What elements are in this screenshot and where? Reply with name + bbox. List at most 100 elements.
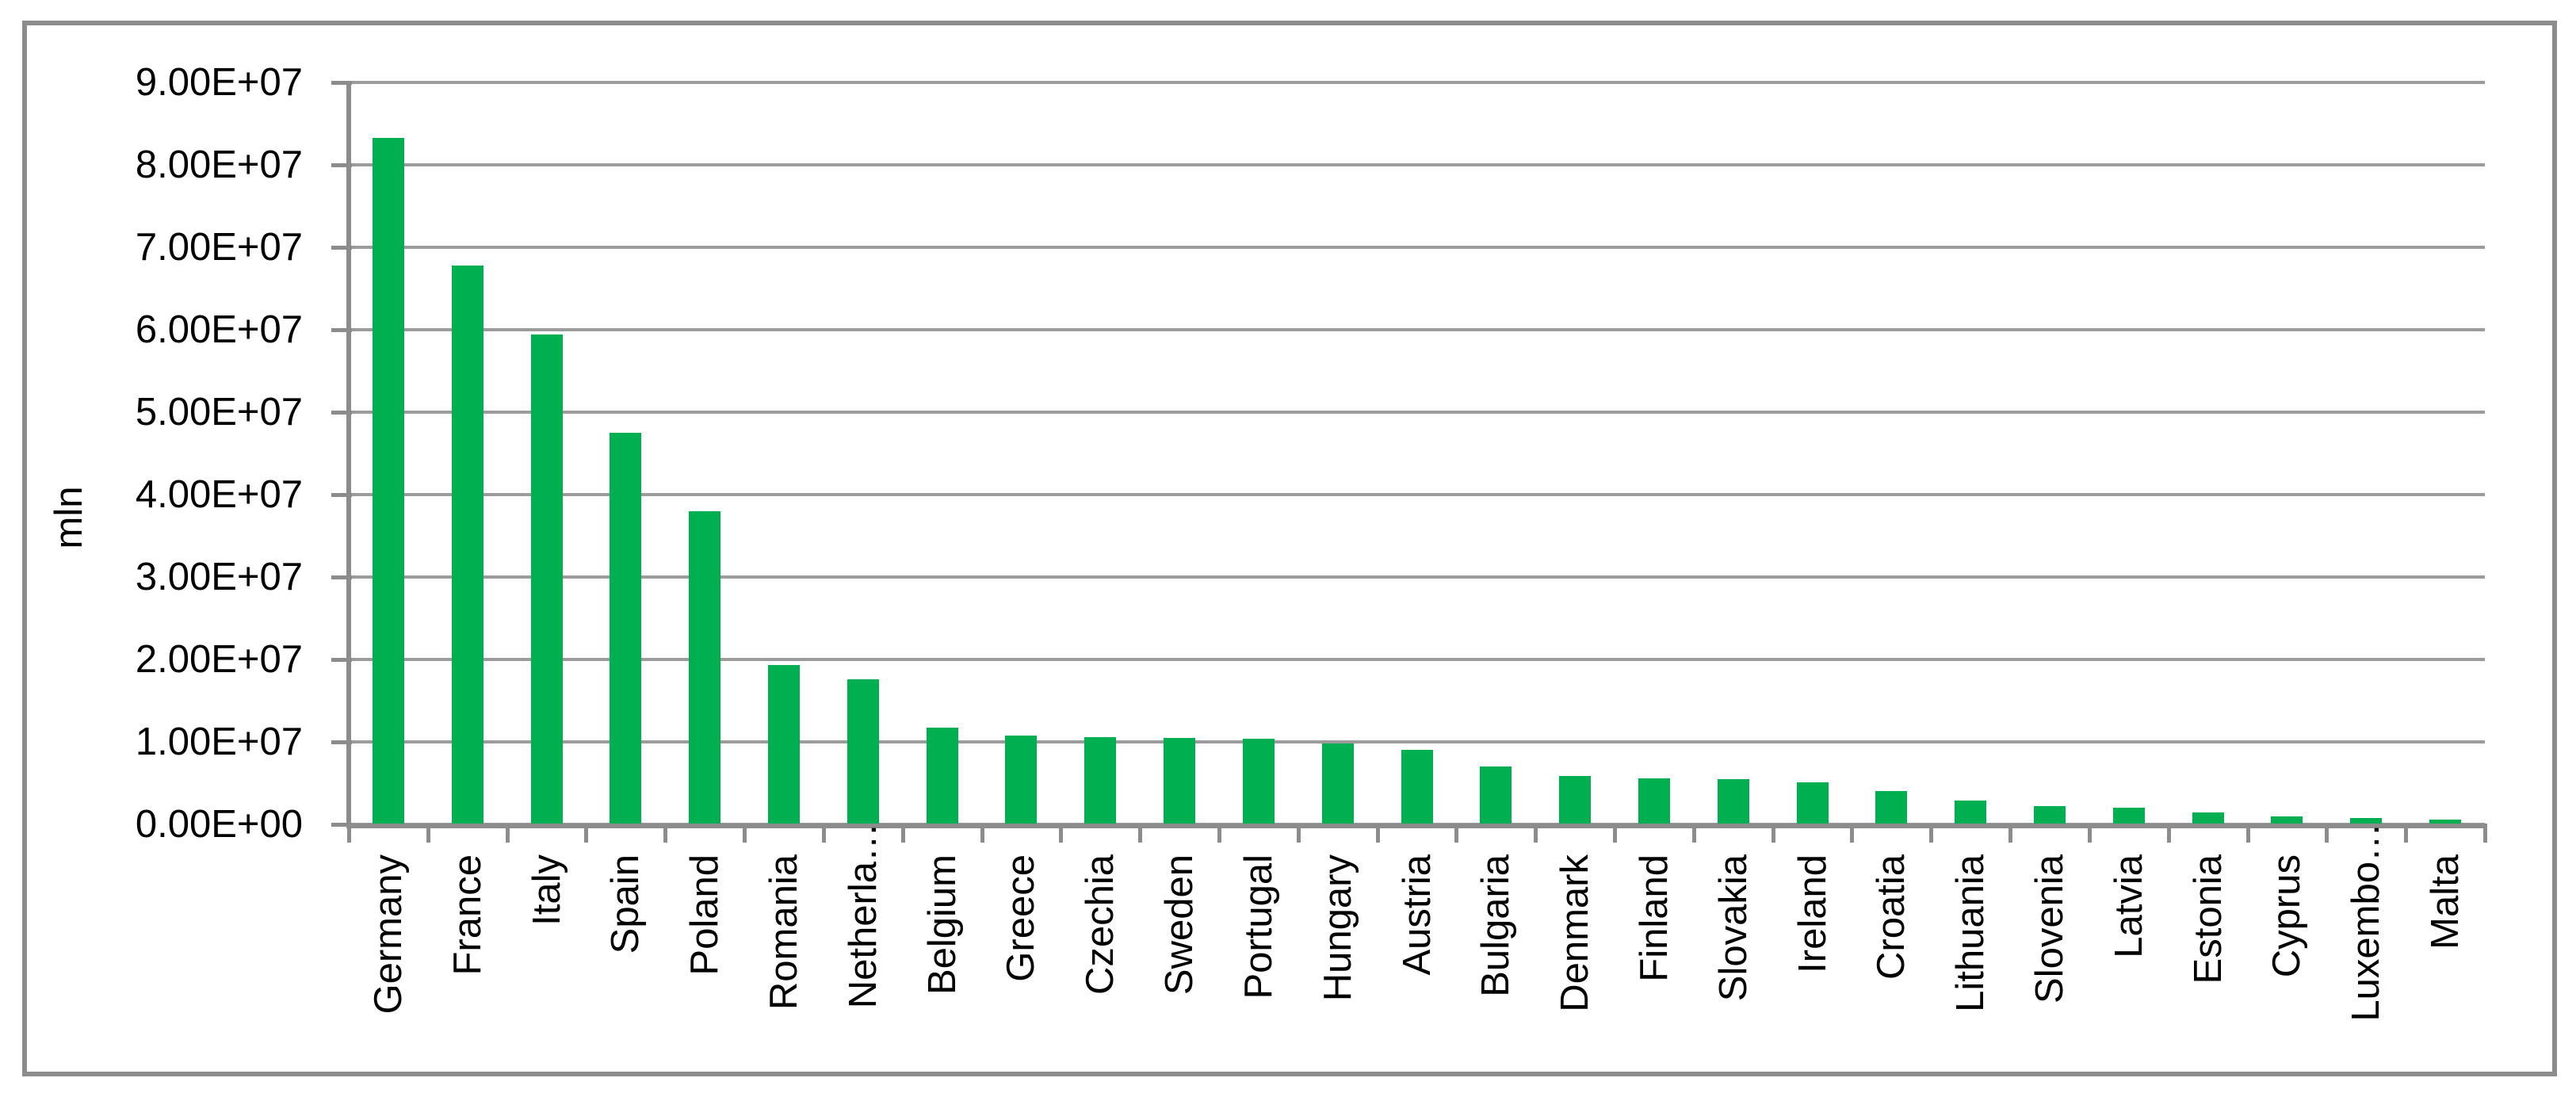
x-axis-tick xyxy=(584,828,588,843)
y-gridline xyxy=(349,575,2485,579)
bar-slovakia xyxy=(1718,779,1749,824)
y-tick-label: 0.00E+00 xyxy=(135,803,303,846)
x-axis-tick xyxy=(506,828,510,843)
x-axis-tick xyxy=(1771,828,1775,843)
x-axis-tick xyxy=(2404,828,2408,843)
bar-portugal xyxy=(1243,739,1275,824)
x-axis-tick xyxy=(1454,828,1458,843)
x-axis-tick xyxy=(1613,828,1617,843)
x-tick-label: Italy xyxy=(526,854,568,926)
y-axis-tick xyxy=(331,246,352,250)
x-axis-tick xyxy=(1376,828,1380,843)
bar-spain xyxy=(610,433,641,824)
x-tick-label: Denmark xyxy=(1554,854,1596,1012)
bar-bulgaria xyxy=(1480,766,1512,824)
y-axis-tick xyxy=(331,328,352,332)
x-axis-line xyxy=(346,824,2487,828)
x-axis-tick xyxy=(426,828,430,843)
bar-netherla xyxy=(847,679,879,824)
bar-czechia xyxy=(1084,737,1116,824)
x-tick-label: Malta xyxy=(2424,854,2467,950)
x-tick-label: Luxembo… xyxy=(2345,823,2387,1022)
y-axis-line xyxy=(346,81,351,828)
x-tick-label: Estonia xyxy=(2187,854,2230,984)
bar-hungary xyxy=(1322,743,1354,824)
bar-lithuania xyxy=(1955,801,1986,824)
y-axis-tick xyxy=(331,163,352,167)
x-axis-tick xyxy=(2325,828,2329,843)
x-axis-tick xyxy=(1692,828,1696,843)
y-tick-label: 6.00E+07 xyxy=(135,308,303,351)
bar-poland xyxy=(689,511,720,824)
chart-border-frame xyxy=(22,21,2557,1076)
x-tick-label: Cyprus xyxy=(2265,854,2308,978)
bar-austria xyxy=(1401,750,1433,824)
y-axis-tick xyxy=(331,823,352,827)
x-tick-label: Croatia xyxy=(1870,854,1913,980)
x-axis-tick xyxy=(663,828,667,843)
x-tick-label: Latvia xyxy=(2108,854,2150,958)
x-axis-tick xyxy=(2088,828,2092,843)
y-gridline xyxy=(349,493,2485,496)
y-tick-label: 1.00E+07 xyxy=(135,721,303,763)
x-tick-label: Bulgaria xyxy=(1474,854,1517,997)
y-tick-label: 3.00E+07 xyxy=(135,556,303,598)
y-axis-tick xyxy=(331,740,352,744)
bar-romania xyxy=(768,665,800,824)
x-axis-tick xyxy=(980,828,984,843)
x-tick-label: France xyxy=(446,854,489,976)
bar-cyprus xyxy=(2271,816,2303,824)
bar-malta xyxy=(2429,820,2461,824)
y-axis-tick xyxy=(331,81,352,85)
bar-greece xyxy=(1005,736,1037,824)
bar-belgium xyxy=(927,728,958,824)
y-axis-tick xyxy=(331,658,352,662)
bar-italy xyxy=(531,334,563,824)
x-tick-label: Belgium xyxy=(921,854,964,996)
bar-sweden xyxy=(1164,738,1195,824)
y-gridline xyxy=(349,411,2485,414)
bar-france xyxy=(452,266,483,824)
x-axis-tick xyxy=(822,828,826,843)
x-tick-label: Austria xyxy=(1396,854,1439,976)
y-gridline xyxy=(349,328,2485,331)
x-axis-tick xyxy=(1138,828,1142,843)
x-axis-tick xyxy=(1850,828,1854,843)
x-axis-tick xyxy=(1297,828,1301,843)
x-axis-tick xyxy=(1059,828,1063,843)
x-axis-tick xyxy=(1929,828,1933,843)
bar-ireland xyxy=(1797,782,1829,824)
x-axis-tick xyxy=(1217,828,1221,843)
x-axis-tick xyxy=(347,828,351,843)
bar-luxembo xyxy=(2350,818,2382,824)
y-tick-label: 9.00E+07 xyxy=(135,61,303,104)
x-tick-label: Greece xyxy=(999,854,1042,982)
y-axis-tick xyxy=(331,493,352,497)
x-axis-tick xyxy=(2483,828,2487,843)
bar-croatia xyxy=(1875,791,1907,824)
x-tick-label: Portugal xyxy=(1237,854,1280,1000)
x-tick-label: Romania xyxy=(762,854,805,1011)
x-axis-tick xyxy=(743,828,747,843)
x-axis-tick xyxy=(2008,828,2012,843)
bar-denmark xyxy=(1559,776,1591,824)
x-axis-tick xyxy=(1534,828,1538,843)
y-gridline xyxy=(349,246,2485,249)
y-gridline xyxy=(349,740,2485,743)
y-gridline xyxy=(349,81,2485,84)
x-tick-label: Slovakia xyxy=(1712,854,1755,1002)
x-tick-label: Hungary xyxy=(1317,854,1359,1002)
x-tick-label: Netherla… xyxy=(842,823,885,1009)
y-tick-label: 7.00E+07 xyxy=(135,226,303,269)
x-tick-label: Poland xyxy=(683,854,726,976)
x-tick-label: Czechia xyxy=(1079,854,1122,996)
y-gridline xyxy=(349,658,2485,661)
bar-slovenia xyxy=(2034,806,2066,824)
x-tick-label: Sweden xyxy=(1158,854,1201,996)
x-axis-tick xyxy=(2167,828,2171,843)
bar-germany xyxy=(373,138,404,824)
y-axis-tick xyxy=(331,411,352,415)
y-tick-label: 8.00E+07 xyxy=(135,143,303,186)
bar-estonia xyxy=(2192,812,2224,824)
